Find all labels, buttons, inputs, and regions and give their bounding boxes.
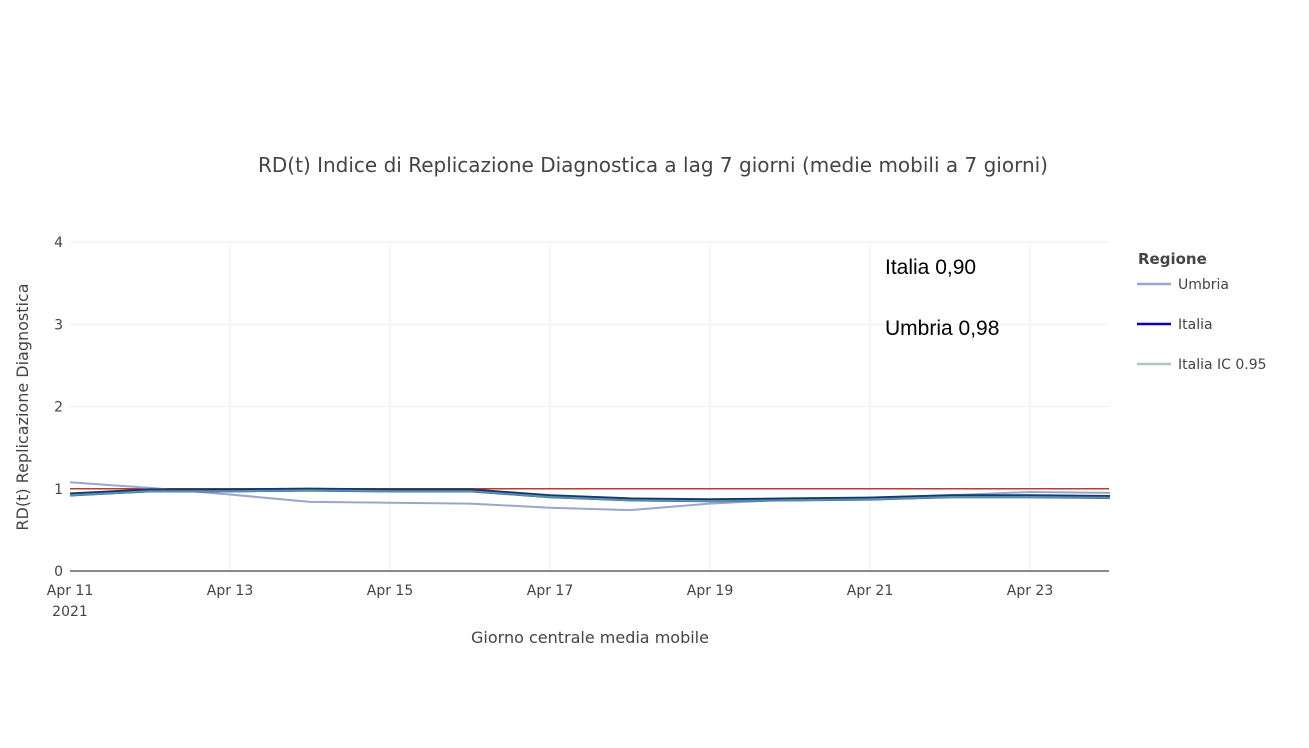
legend-label-italia[interactable]: Italia bbox=[1178, 317, 1213, 333]
x-tick-label: Apr 19 bbox=[687, 583, 733, 599]
chart-title: RD(t) Indice di Replicazione Diagnostica… bbox=[258, 153, 1048, 177]
legend-title: Regione bbox=[1138, 250, 1207, 268]
annotation-umbria: Umbria 0,98 bbox=[885, 317, 999, 340]
x-tick-label: Apr 15 bbox=[367, 583, 413, 599]
y-tick-label: 4 bbox=[54, 235, 63, 251]
x-tick-label: Apr 17 bbox=[527, 583, 573, 599]
annotation-italia: Italia 0,90 bbox=[885, 256, 976, 279]
legend-label-umbria[interactable]: Umbria bbox=[1178, 277, 1229, 293]
series-line-italia-ic-0-95 bbox=[69, 489, 1111, 503]
y-tick-label: 0 bbox=[54, 564, 63, 580]
x-tick-label: Apr 21 bbox=[847, 583, 893, 599]
y-axis-title: RD(t) Replicazione Diagnostica bbox=[13, 283, 32, 530]
y-tick-label: 1 bbox=[54, 482, 63, 498]
legend: Regione Umbria Italia Italia IC 0.95 bbox=[1137, 250, 1267, 373]
legend-label-italia-ic-0-95[interactable]: Italia IC 0.95 bbox=[1178, 357, 1267, 373]
y-tick-label: 3 bbox=[54, 317, 63, 333]
x-tick-sublabel: 2021 bbox=[52, 604, 88, 620]
grid bbox=[70, 241, 1109, 571]
series-group bbox=[69, 481, 1111, 512]
x-tick-labels: Apr 11 2021 Apr 13 Apr 15 Apr 17 Apr 19 Apr 21… bbox=[47, 583, 1053, 620]
x-tick-label: Apr 11 bbox=[47, 583, 93, 599]
y-tick-labels: 0 1 2 3 4 bbox=[54, 235, 63, 580]
x-axis-title: Giorno centrale media mobile bbox=[471, 628, 709, 647]
x-tick-label: Apr 23 bbox=[1007, 583, 1053, 599]
x-tick-label: Apr 13 bbox=[207, 583, 253, 599]
y-tick-label: 2 bbox=[54, 400, 63, 416]
